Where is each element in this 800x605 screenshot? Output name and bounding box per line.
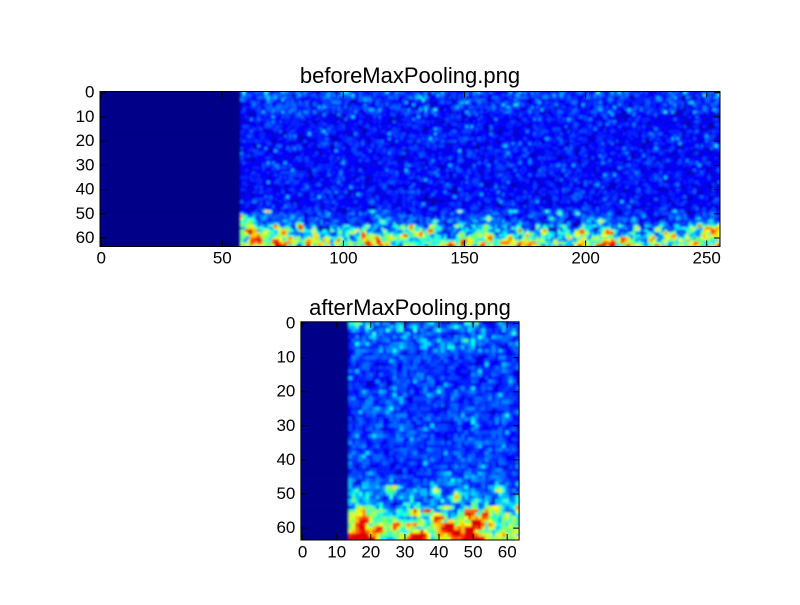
svg-text:afterMaxPooling.png: afterMaxPooling.png — [309, 295, 511, 320]
svg-text:0: 0 — [286, 314, 295, 333]
svg-text:50: 50 — [213, 249, 232, 268]
svg-text:20: 20 — [276, 382, 295, 401]
svg-text:0: 0 — [96, 249, 105, 268]
svg-text:40: 40 — [276, 450, 295, 469]
svg-text:150: 150 — [450, 249, 478, 268]
svg-text:20: 20 — [361, 543, 380, 562]
svg-text:100: 100 — [329, 249, 357, 268]
svg-text:250: 250 — [693, 249, 721, 268]
svg-text:30: 30 — [395, 543, 414, 562]
svg-text:60: 60 — [498, 543, 517, 562]
svg-text:30: 30 — [276, 416, 295, 435]
svg-text:40: 40 — [76, 180, 95, 199]
svg-text:200: 200 — [571, 249, 599, 268]
svg-text:10: 10 — [76, 107, 95, 126]
svg-text:60: 60 — [76, 228, 95, 247]
svg-text:20: 20 — [76, 131, 95, 150]
svg-text:beforeMaxPooling.png: beforeMaxPooling.png — [300, 63, 520, 88]
svg-text:10: 10 — [327, 543, 346, 562]
svg-text:40: 40 — [430, 543, 449, 562]
svg-text:0: 0 — [85, 83, 94, 102]
svg-text:60: 60 — [276, 518, 295, 537]
svg-text:10: 10 — [276, 348, 295, 367]
svg-text:50: 50 — [276, 484, 295, 503]
svg-text:50: 50 — [464, 543, 483, 562]
svg-text:0: 0 — [298, 543, 307, 562]
svg-text:50: 50 — [76, 204, 95, 223]
svg-text:30: 30 — [76, 155, 95, 174]
